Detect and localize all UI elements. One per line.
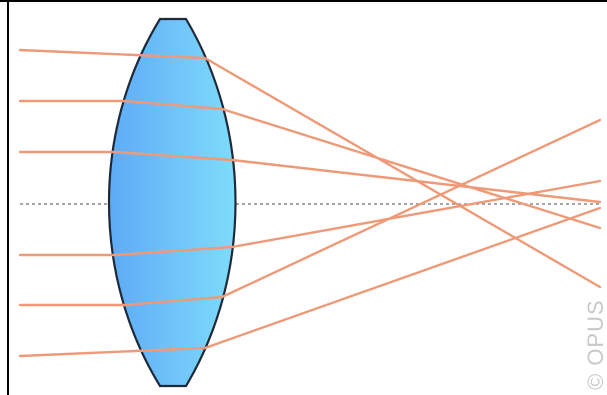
- biconvex-lens: [108, 17, 237, 388]
- copyright-watermark: © OPUS: [583, 299, 607, 390]
- light-ray-3: [18, 150, 602, 204]
- light-ray-6: [18, 206, 602, 358]
- light-ray-1: [18, 48, 602, 289]
- light-ray-4: [18, 179, 602, 257]
- light-ray-2: [18, 99, 602, 230]
- light-ray-5: [18, 118, 602, 307]
